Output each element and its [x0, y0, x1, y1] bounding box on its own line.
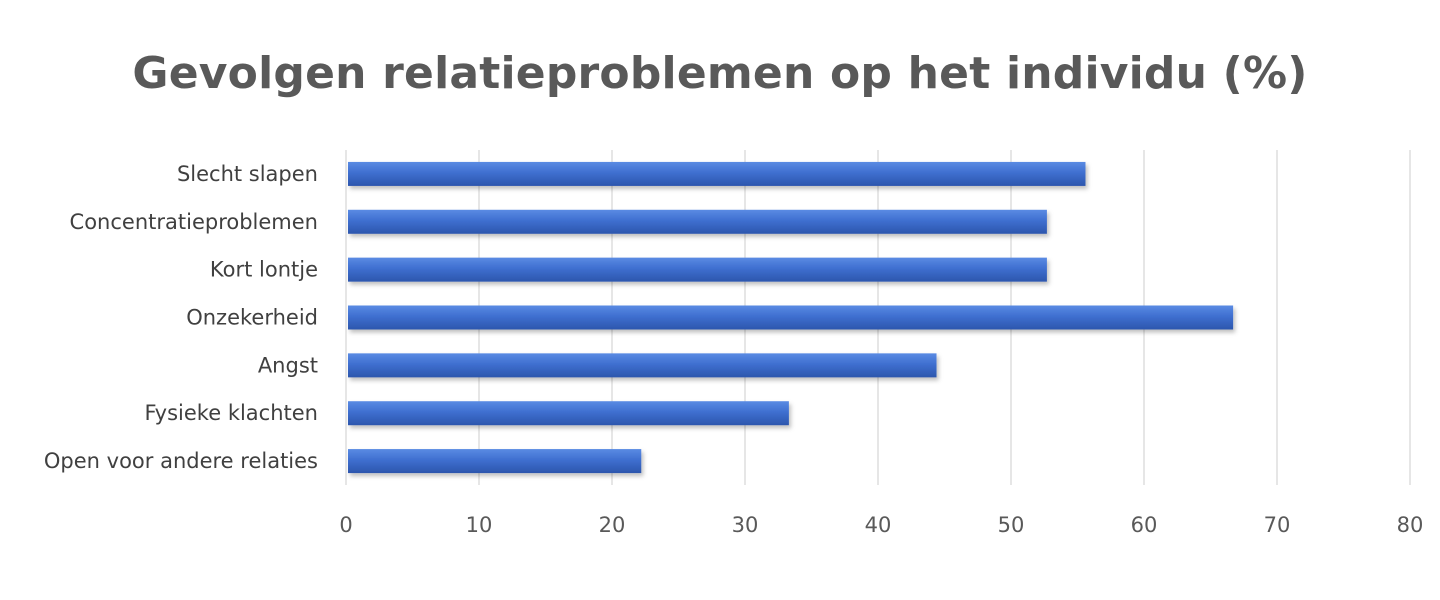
- bar-kort-lontje: [348, 257, 1047, 282]
- x-tick-label: 20: [599, 513, 626, 537]
- x-tick-label: 80: [1397, 513, 1424, 537]
- category-label: Angst: [258, 353, 318, 377]
- bar-angst: [348, 353, 937, 378]
- bars: [348, 161, 1234, 474]
- bar-slecht-slapen: [348, 161, 1086, 186]
- x-tick-label: 10: [466, 513, 493, 537]
- bar-onzekerheid: [348, 305, 1234, 330]
- category-label: Concentratieproblemen: [70, 210, 318, 234]
- x-tick-label: 70: [1264, 513, 1291, 537]
- bar-concentratieproblemen: [348, 209, 1047, 234]
- x-tick-label: 40: [865, 513, 892, 537]
- bar-open-voor-andere-relaties: [348, 449, 642, 474]
- x-tick-label: 30: [732, 513, 759, 537]
- category-label: Kort lontje: [210, 258, 318, 282]
- x-axis-tick-labels: 0 10 20 30 40 50 60 70 80: [339, 513, 1423, 537]
- bar-fysieke-klachten: [348, 401, 789, 426]
- category-label: Slecht slapen: [177, 162, 318, 186]
- category-labels: Slecht slapen Concentratieproblemen Kort l…: [44, 162, 318, 473]
- x-tick-label: 50: [998, 513, 1025, 537]
- chart-title: Gevolgen relatieproblemen op het individ…: [132, 48, 1308, 99]
- category-label: Open voor andere relaties: [44, 449, 318, 473]
- category-label: Fysieke klachten: [145, 401, 318, 425]
- x-tick-label: 60: [1131, 513, 1158, 537]
- category-label: Onzekerheid: [186, 306, 318, 330]
- x-tick-label: 0: [339, 513, 352, 537]
